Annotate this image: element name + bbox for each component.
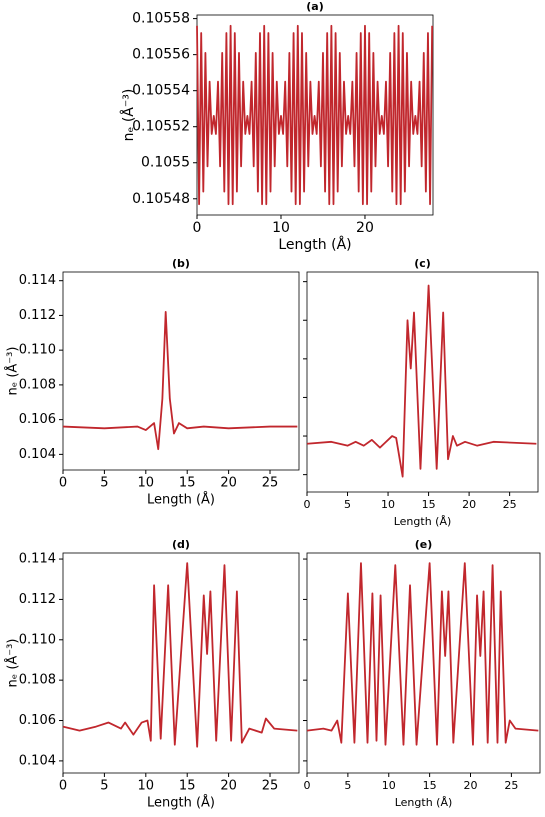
y-tick-label: 0.112 [19, 592, 56, 607]
x-tick-label: 0 [59, 779, 67, 794]
x-tick-label: 15 [179, 476, 196, 491]
x-tick-label: 10 [382, 779, 396, 792]
plot-frame [306, 271, 539, 493]
panel-title: (e) [415, 538, 433, 551]
data-line [62, 562, 298, 748]
y-tick-label: 0.108 [19, 673, 56, 688]
x-axis-label: Length (Å) [147, 492, 215, 508]
plot-frame [62, 271, 300, 471]
y-axis-label: nₑ (Å⁻³) [5, 639, 21, 688]
x-tick-label: 20 [220, 476, 237, 491]
x-tick-label: 0 [304, 498, 311, 511]
y-tick-label: 0.106 [19, 412, 56, 427]
y-tick-label: 0.1055 [141, 155, 190, 171]
x-tick-label: 0 [59, 476, 67, 491]
x-axis-label: Length (Å) [278, 236, 351, 253]
y-axis-label: nₑ (Å⁻³) [5, 347, 21, 396]
data-line [196, 24, 434, 206]
x-tick-label: 5 [100, 779, 108, 794]
y-axis-label: nₑ (Å⁻³) [120, 89, 137, 142]
x-tick-label: 5 [100, 476, 108, 491]
x-tick-label: 25 [504, 779, 518, 792]
plot-frame [62, 552, 300, 774]
x-tick-label: 10 [272, 220, 290, 236]
x-tick-label: 5 [344, 498, 351, 511]
y-tick-label: 0.110 [19, 632, 56, 647]
x-tick-label: 20 [464, 779, 478, 792]
y-tick-label: 0.10556 [132, 47, 190, 63]
y-tick-label: 0.114 [19, 273, 56, 288]
x-axis-label: Length (Å) [147, 795, 215, 811]
plot-frame [306, 552, 541, 774]
y-tick-label: 0.112 [19, 308, 56, 323]
x-tick-label: 20 [220, 779, 237, 794]
y-tick-label: 0.110 [19, 343, 56, 358]
x-tick-label: 15 [422, 498, 436, 511]
x-tick-label: 20 [462, 498, 476, 511]
panel-title: (a) [306, 0, 323, 13]
y-tick-label: 0.104 [19, 447, 56, 462]
data-line [306, 562, 539, 746]
x-tick-label: 0 [304, 779, 311, 792]
x-tick-label: 10 [138, 476, 155, 491]
y-tick-label: 0.10558 [132, 11, 190, 27]
data-line [62, 311, 298, 451]
y-tick-label: 0.114 [19, 552, 56, 567]
x-tick-label: 25 [262, 779, 279, 794]
panel-title: (d) [172, 538, 190, 551]
data-line [306, 284, 537, 478]
x-tick-label: 10 [381, 498, 395, 511]
y-tick-label: 0.10552 [132, 119, 190, 135]
plot-frame [196, 14, 434, 216]
y-tick-label: 0.104 [19, 753, 56, 768]
panel-title: (b) [172, 257, 190, 270]
y-tick-label: 0.108 [19, 377, 56, 392]
x-tick-label: 5 [344, 779, 351, 792]
x-tick-label: 15 [179, 779, 196, 794]
x-tick-label: 25 [262, 476, 279, 491]
x-axis-label: Length (Å) [394, 515, 452, 528]
x-axis-label: Length (Å) [395, 796, 453, 809]
x-tick-label: 20 [356, 220, 374, 236]
x-tick-label: 25 [503, 498, 517, 511]
y-tick-label: 0.10548 [132, 191, 190, 207]
y-tick-label: 0.106 [19, 713, 56, 728]
x-tick-label: 15 [423, 779, 437, 792]
y-tick-label: 0.10554 [132, 83, 190, 99]
x-tick-label: 10 [138, 779, 155, 794]
x-tick-label: 0 [193, 220, 202, 236]
panel-title: (c) [414, 257, 431, 270]
